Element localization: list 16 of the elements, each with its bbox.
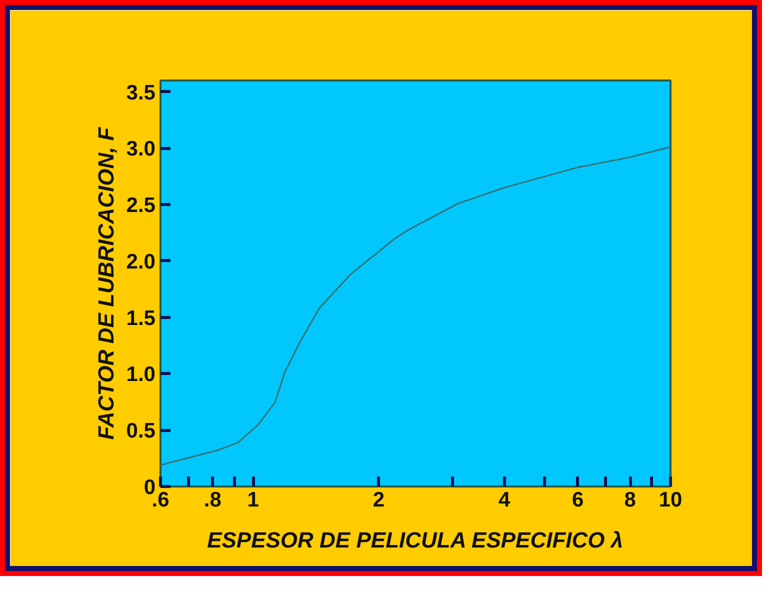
y-axis-title: FACTOR DE LUBRICACION, F bbox=[93, 126, 118, 440]
x-tick-label: 1 bbox=[247, 488, 260, 512]
y-tick-label: 1.5 bbox=[126, 306, 156, 330]
x-tick-label: 10 bbox=[658, 488, 682, 512]
x-tick-label: 6 bbox=[572, 488, 584, 512]
y-tick-label: 2.0 bbox=[126, 250, 156, 274]
x-tick-label: .8 bbox=[204, 488, 222, 512]
y-tick-label: 3.5 bbox=[126, 81, 156, 104]
y-tick-label: 0.5 bbox=[126, 420, 156, 443]
y-tick-label: 2.5 bbox=[126, 194, 156, 218]
x-tick-label: 2 bbox=[372, 488, 385, 512]
x-axis-title: ESPESOR DE PELICULA ESPECIFICO λ bbox=[207, 528, 624, 552]
y-tick-label: 3.0 bbox=[126, 138, 156, 161]
x-tick-label: 8 bbox=[624, 488, 636, 512]
y-tick-label: 1.0 bbox=[126, 363, 156, 386]
x-tick-label: 4 bbox=[498, 488, 511, 512]
